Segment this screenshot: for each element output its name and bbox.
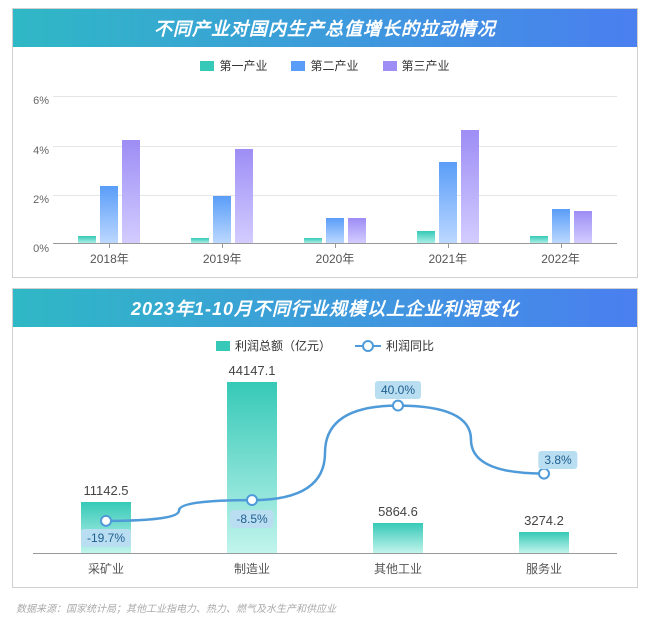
bar bbox=[304, 238, 322, 243]
legend-item-primary: 第一产业 bbox=[200, 57, 267, 74]
legend-swatch-primary bbox=[200, 61, 214, 71]
bar bbox=[348, 218, 366, 243]
chart2-line-svg bbox=[33, 364, 617, 553]
data-source-footer: 数据来源：国家统计局；其他工业指电力、热力、燃气及水生产和供应业 bbox=[12, 598, 638, 615]
legend-item-secondary: 第二产业 bbox=[291, 57, 358, 74]
ytick-label: 2% bbox=[19, 194, 49, 206]
chart1-title: 不同产业对国内生产总值增长的拉动情况 bbox=[13, 9, 637, 47]
line-marker bbox=[247, 495, 257, 505]
legend-label-primary: 第一产业 bbox=[219, 57, 267, 74]
bar bbox=[235, 149, 253, 243]
x-axis-label: 2022年 bbox=[504, 250, 617, 267]
legend-item-tertiary: 第三产业 bbox=[383, 57, 450, 74]
bar bbox=[552, 209, 570, 243]
chart1-body: 0%2%4%6% 2018年2019年2020年2021年2022年 bbox=[13, 80, 637, 277]
pct-label: 40.0% bbox=[375, 381, 421, 399]
bar bbox=[326, 218, 344, 243]
bar bbox=[461, 130, 479, 243]
legend-label-profit-total: 利润总额（亿元） bbox=[235, 337, 331, 354]
x-axis-label: 2021年 bbox=[391, 250, 504, 267]
legend-label-profit-yoy: 利润同比 bbox=[386, 337, 434, 354]
chart2-plot: 11142.544147.15864.63274.2 -19.7%-8.5%40… bbox=[33, 364, 617, 554]
legend-swatch-tertiary bbox=[383, 61, 397, 71]
x-axis-label: 制造业 bbox=[179, 560, 325, 577]
legend-swatch-profit-total bbox=[216, 341, 230, 351]
chart1-panel: 不同产业对国内生产总值增长的拉动情况 第一产业 第二产业 第三产业 0%2%4%… bbox=[12, 8, 638, 278]
bar-group bbox=[504, 84, 617, 243]
chart2-body: 11142.544147.15864.63274.2 -19.7%-8.5%40… bbox=[13, 360, 637, 587]
bar bbox=[213, 196, 231, 243]
bar-group bbox=[53, 84, 166, 243]
x-axis-label: 2020年 bbox=[279, 250, 392, 267]
ytick-label: 6% bbox=[19, 95, 49, 107]
chart2-legend: 利润总额（亿元） 利润同比 bbox=[13, 327, 637, 360]
bar bbox=[191, 238, 209, 243]
bar-group bbox=[391, 84, 504, 243]
chart1-plot: 0%2%4%6% bbox=[53, 84, 617, 244]
pct-label: -19.7% bbox=[81, 529, 131, 547]
bar bbox=[574, 211, 592, 243]
legend-item-profit-total: 利润总额（亿元） bbox=[216, 337, 331, 354]
chart2-xlabels: 采矿业制造业其他工业服务业 bbox=[33, 554, 617, 577]
chart1-legend: 第一产业 第二产业 第三产业 bbox=[13, 47, 637, 80]
x-axis-label: 采矿业 bbox=[33, 560, 179, 577]
legend-label-secondary: 第二产业 bbox=[310, 57, 358, 74]
ytick-label: 4% bbox=[19, 145, 49, 157]
chart2-title: 2023年1-10月不同行业规模以上企业利润变化 bbox=[13, 289, 637, 327]
line-marker bbox=[539, 469, 549, 479]
legend-line-profit-yoy bbox=[355, 345, 381, 347]
ytick-label: 0% bbox=[19, 243, 49, 255]
bar-group bbox=[166, 84, 279, 243]
x-axis-label: 其他工业 bbox=[325, 560, 471, 577]
pct-label: -8.5% bbox=[230, 510, 273, 528]
legend-label-tertiary: 第三产业 bbox=[402, 57, 450, 74]
x-axis-label: 服务业 bbox=[471, 560, 617, 577]
pct-label: 3.8% bbox=[538, 451, 577, 469]
chart2-panel: 2023年1-10月不同行业规模以上企业利润变化 利润总额（亿元） 利润同比 1… bbox=[12, 288, 638, 588]
x-axis-label: 2018年 bbox=[53, 250, 166, 267]
bar bbox=[530, 236, 548, 243]
bar-group bbox=[279, 84, 392, 243]
bar bbox=[100, 186, 118, 243]
line-marker bbox=[101, 516, 111, 526]
x-axis-label: 2019年 bbox=[166, 250, 279, 267]
bar bbox=[417, 231, 435, 243]
bar bbox=[439, 162, 457, 243]
line-marker bbox=[393, 401, 403, 411]
bar bbox=[78, 236, 96, 243]
profit-yoy-line bbox=[106, 406, 544, 521]
legend-item-profit-yoy: 利润同比 bbox=[355, 337, 434, 354]
bar bbox=[122, 140, 140, 243]
legend-swatch-secondary bbox=[291, 61, 305, 71]
